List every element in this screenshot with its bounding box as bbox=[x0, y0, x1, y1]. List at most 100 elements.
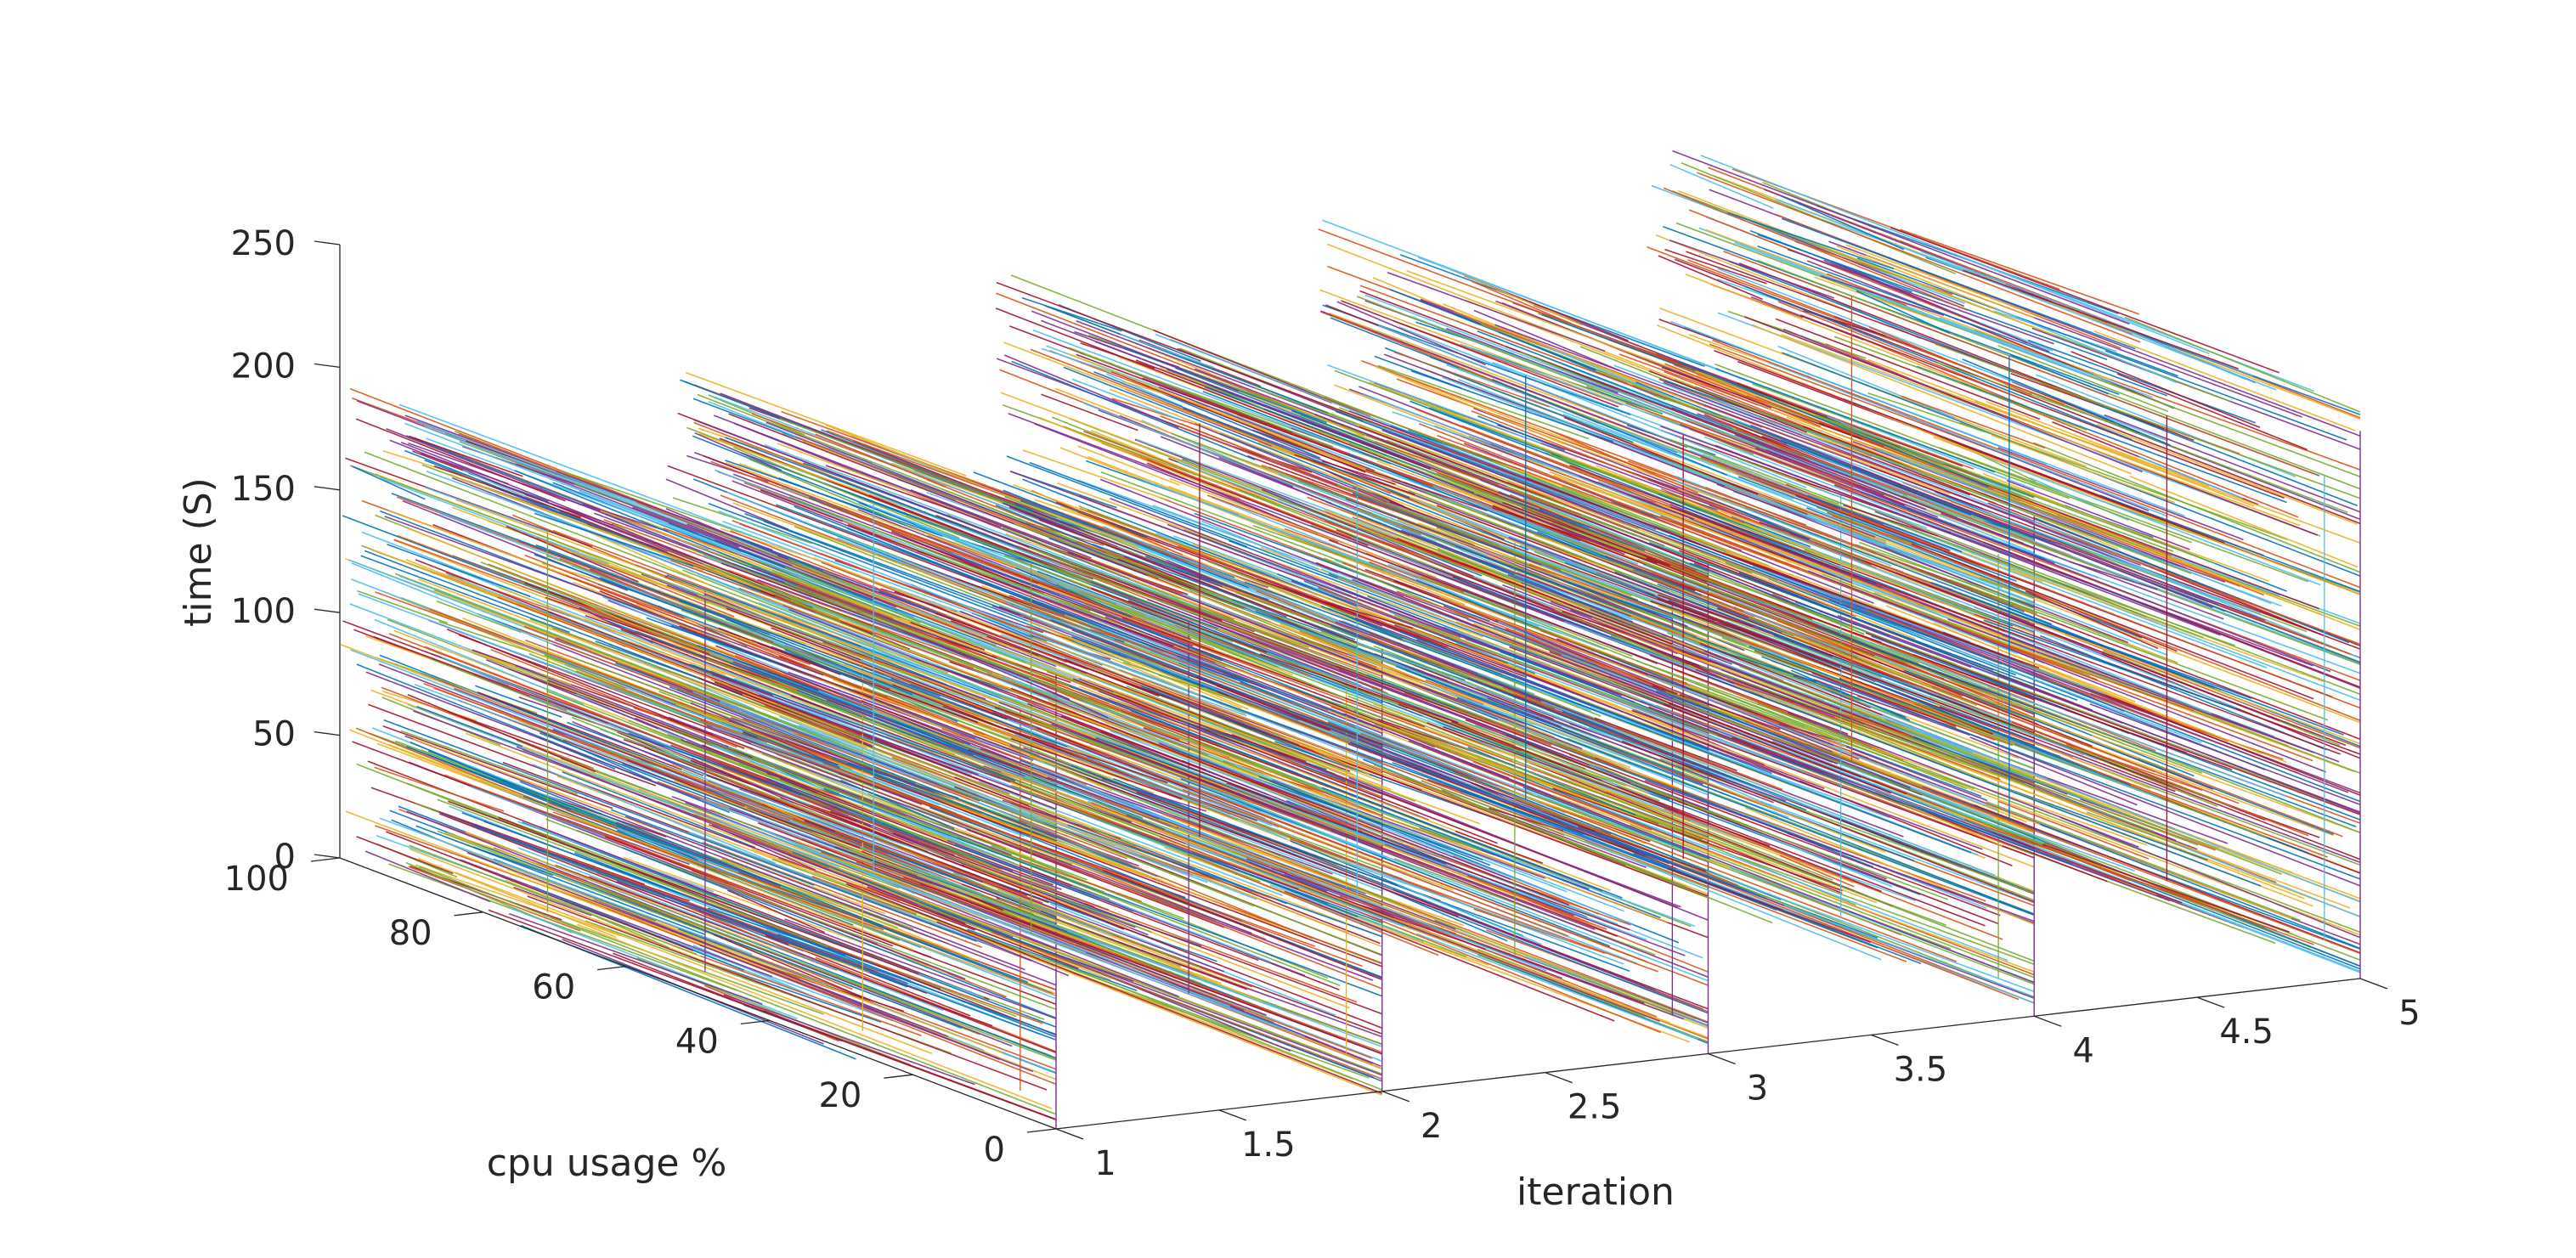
trace-segment bbox=[1667, 867, 1872, 944]
trace-segment bbox=[409, 435, 523, 477]
trace-segment bbox=[1776, 620, 2139, 759]
trace-segment bbox=[1704, 646, 1817, 683]
trace-segment bbox=[719, 786, 872, 839]
trace-segment bbox=[585, 530, 709, 586]
trace-segment bbox=[765, 778, 919, 843]
trace-segment bbox=[727, 746, 1087, 881]
trace-segment bbox=[1159, 836, 1347, 908]
trace-segment bbox=[1092, 543, 1355, 640]
trace-segment bbox=[1868, 326, 2032, 396]
trace-segment bbox=[1997, 674, 2361, 815]
trace-segment bbox=[1670, 506, 2341, 755]
trace-segment bbox=[1807, 570, 2327, 773]
trace-segment bbox=[709, 809, 926, 895]
trace-segment bbox=[2138, 456, 2243, 499]
trace-segment bbox=[413, 738, 885, 915]
trace-segment bbox=[486, 659, 658, 730]
trace-segment bbox=[1986, 801, 2301, 922]
trace-segment bbox=[1761, 656, 2361, 880]
y-tick bbox=[740, 1019, 770, 1025]
trace-segment bbox=[1009, 325, 1293, 434]
trace-segment bbox=[945, 855, 1136, 928]
trace-segment bbox=[1562, 486, 1770, 567]
trace-segment bbox=[1403, 776, 1773, 924]
trace-segment bbox=[722, 767, 1358, 1003]
trace-segment bbox=[1274, 741, 1500, 821]
trace-segment bbox=[683, 783, 791, 821]
trace-segment bbox=[1206, 494, 1339, 544]
trace-segment bbox=[1158, 386, 1376, 472]
trace-segment bbox=[443, 774, 854, 930]
trace-segment bbox=[1736, 428, 2129, 579]
trace-segment bbox=[415, 825, 706, 936]
trace-segment bbox=[1454, 310, 1704, 407]
trace-segment bbox=[1649, 370, 1808, 433]
trace-segment bbox=[1182, 788, 1568, 937]
trace-segment bbox=[1110, 730, 1404, 843]
trace-segment bbox=[1473, 794, 1777, 911]
trace-segment bbox=[912, 843, 1152, 934]
trace-segment bbox=[685, 371, 967, 477]
trace-segment bbox=[1591, 803, 2008, 962]
trace-segment bbox=[1724, 550, 1806, 581]
y-tick bbox=[1026, 1128, 1057, 1133]
trace-segment bbox=[1147, 575, 1648, 766]
trace-segment bbox=[699, 944, 1034, 1073]
trace-segment bbox=[711, 674, 1011, 783]
trace-segment bbox=[735, 756, 948, 842]
trace-segment bbox=[1151, 956, 1263, 1003]
trace-segment bbox=[1669, 613, 1747, 647]
trace-segment bbox=[1574, 697, 1674, 736]
trace-segment bbox=[982, 882, 1110, 934]
trace-segment bbox=[2070, 351, 2261, 429]
trace-segment bbox=[1564, 561, 2035, 742]
trace-segment bbox=[1751, 494, 2003, 589]
trace-segment bbox=[1508, 536, 1878, 674]
trace-segment bbox=[1540, 629, 1687, 685]
trace-segment bbox=[892, 462, 1003, 505]
trace-segment bbox=[820, 502, 953, 554]
trace-segment bbox=[1776, 199, 2277, 391]
trace-segment bbox=[710, 744, 1015, 865]
trace-segment bbox=[1440, 787, 1709, 888]
trace-segment bbox=[509, 912, 763, 1005]
trace-segment bbox=[999, 369, 1421, 536]
trace-segment bbox=[405, 559, 845, 732]
trace-segment bbox=[1782, 575, 2349, 793]
trace-segment bbox=[1683, 772, 1886, 853]
trace-segment bbox=[1645, 563, 2202, 775]
trace-segment bbox=[708, 907, 875, 966]
trace-segment bbox=[1126, 814, 1328, 893]
trace-segment bbox=[1867, 392, 1986, 433]
trace-segment bbox=[1672, 649, 1907, 740]
trace-segment bbox=[1228, 861, 1709, 1039]
trace-segment bbox=[373, 635, 609, 725]
trace-segment bbox=[801, 838, 1383, 1053]
trace-segment bbox=[686, 523, 897, 608]
trace-segment bbox=[1103, 525, 1370, 635]
trace-segment bbox=[1737, 476, 2017, 582]
trace-segment bbox=[1907, 736, 2199, 846]
trace-segment bbox=[1181, 374, 1265, 410]
trace-segment bbox=[1071, 713, 1419, 848]
trace-segment bbox=[702, 842, 982, 948]
trace-segment bbox=[534, 512, 694, 567]
trace-segment bbox=[1660, 782, 1986, 902]
trace-segment bbox=[1705, 487, 2048, 620]
trace-segment bbox=[1477, 415, 1566, 452]
trace-segment bbox=[1473, 309, 1621, 372]
trace-segment bbox=[2070, 756, 2361, 866]
trace-segment bbox=[1658, 605, 2015, 745]
trace-segment bbox=[407, 694, 596, 773]
trace-segment bbox=[1939, 447, 2309, 583]
trace-segment bbox=[1734, 433, 1927, 511]
trace-segment bbox=[1436, 471, 1813, 621]
trace-segment bbox=[1916, 365, 2287, 504]
trace-segment bbox=[1185, 843, 1404, 928]
trace-segment bbox=[1126, 685, 1354, 776]
trace-segment bbox=[711, 824, 816, 871]
trace-segment bbox=[1657, 584, 1794, 637]
trace-segment bbox=[1963, 269, 2239, 370]
trace-segment bbox=[999, 898, 1182, 967]
